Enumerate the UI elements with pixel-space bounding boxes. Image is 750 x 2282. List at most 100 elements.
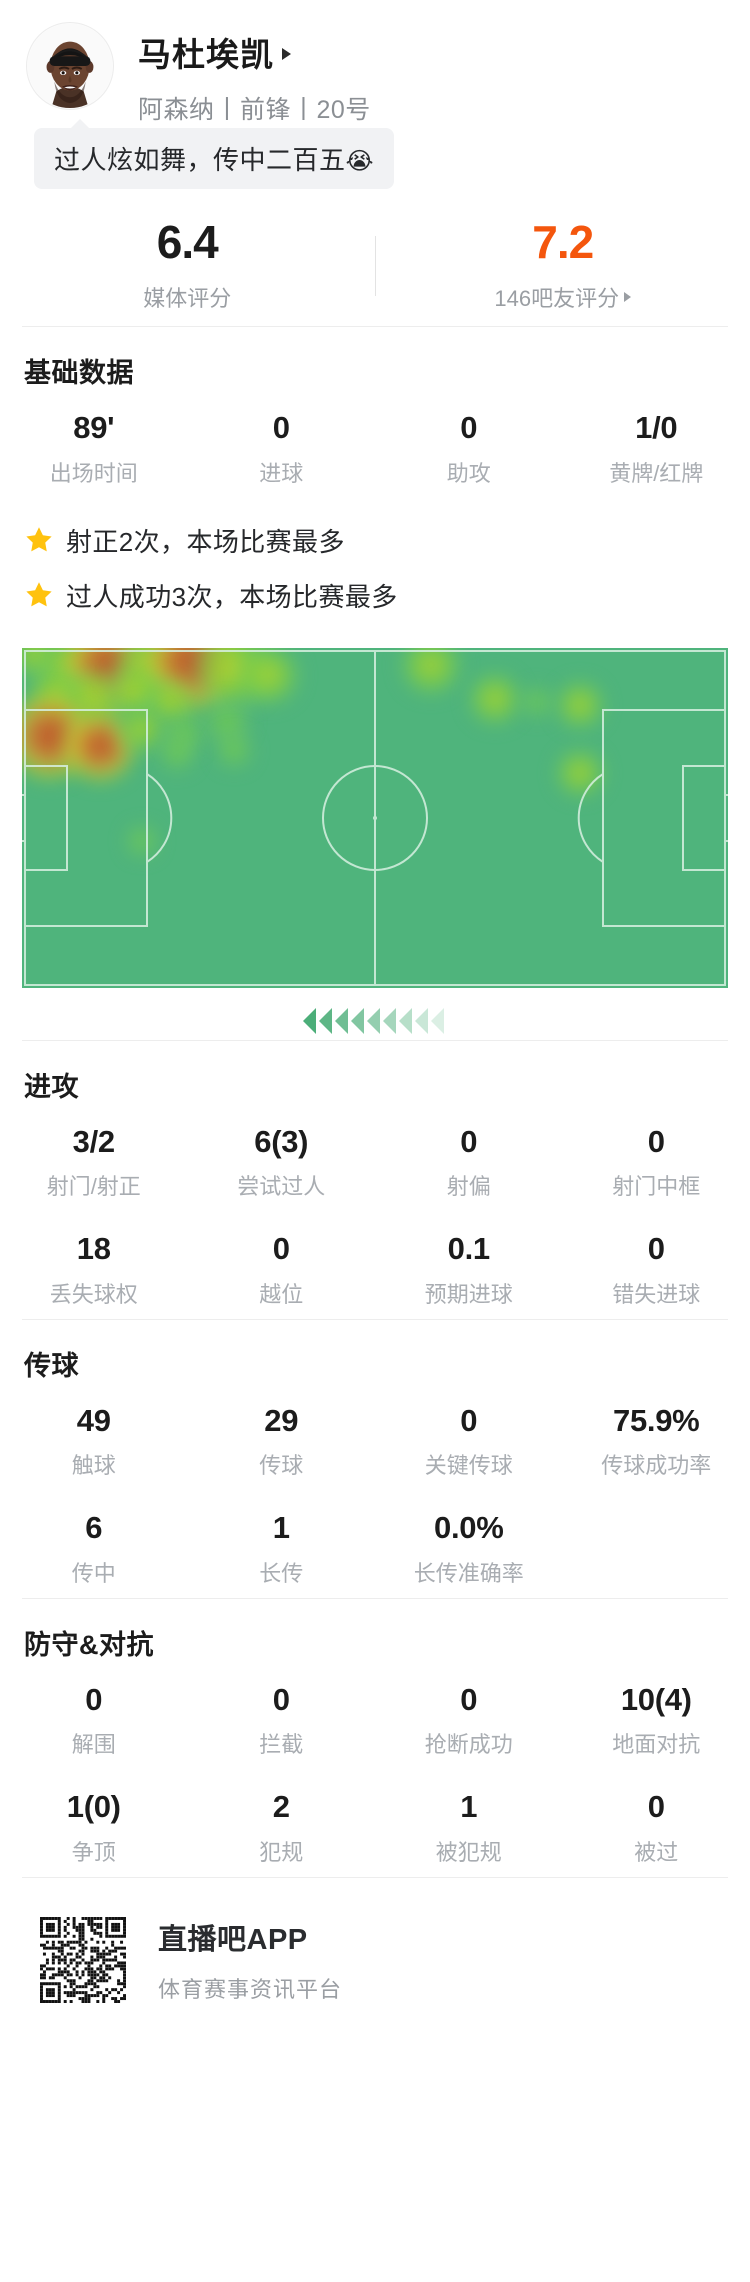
stat-label: 丢失球权 — [49, 1281, 138, 1307]
stat-label: 解围 — [71, 1732, 116, 1758]
fans-rating-value: 7.2 — [532, 216, 594, 268]
stat-label: 抢断成功 — [424, 1732, 513, 1758]
stat-cell: 1 长传 — [188, 1512, 376, 1588]
stat-value: 0 — [460, 1681, 478, 1717]
stat-row-attack-0: 3/2 射门/射正 6(3) 尝试过人 0 射偏 0 射门中框 — [0, 1104, 750, 1212]
heat-blob — [215, 731, 252, 768]
player-identity: 马杜埃凯 阿森纳丨前锋丨20号 — [138, 22, 371, 126]
divider-basic — [22, 326, 728, 327]
stat-cell: 0 射门中框 — [563, 1123, 750, 1202]
stat-label: 越位 — [259, 1281, 304, 1307]
stat-cell: 18 丢失球权 — [0, 1233, 188, 1309]
pitch-lines — [22, 649, 728, 986]
stat-cell: 0 越位 — [188, 1233, 376, 1309]
stat-label: 拦截 — [259, 1732, 304, 1758]
qr-code-icon[interactable] — [40, 1916, 126, 2003]
comment-bubble[interactable]: 过人炫如舞，传中二百五😭 — [34, 119, 395, 189]
chevron-left-icon — [383, 1007, 396, 1034]
player-header: 马杜埃凯 阿森纳丨前锋丨20号 — [0, 0, 750, 124]
stat-label: 黄牌/红牌 — [609, 460, 704, 486]
stat-value: 0 — [272, 1681, 290, 1717]
heat-blob — [401, 647, 462, 695]
stat-value: 1/0 — [635, 410, 678, 445]
stat-value: 6(3) — [254, 1123, 309, 1159]
divider-passing — [22, 1318, 728, 1320]
stat-cell: 0 助攻 — [375, 411, 563, 488]
chevron-left-icon — [415, 1007, 428, 1034]
stat-value: 0 — [647, 1789, 665, 1825]
stat-value: 1 — [272, 1510, 290, 1546]
stat-cell: 49 触球 — [0, 1404, 188, 1481]
chevron-left-icon — [303, 1007, 316, 1034]
highlight-item: 射正2次，本场比赛最多 — [24, 522, 750, 559]
stat-cell: 89' 出场时间 — [0, 411, 188, 488]
heat-blob — [521, 685, 554, 718]
fans-rating-label[interactable]: 146吧友评分 — [494, 281, 632, 313]
stat-value: 0 — [647, 1123, 665, 1159]
chevron-left-icon — [367, 1007, 380, 1034]
star-icon — [26, 582, 52, 607]
stat-cell: 0 抢断成功 — [375, 1681, 563, 1760]
stat-value: 1(0) — [66, 1789, 121, 1825]
divider-footer — [22, 1876, 728, 1878]
player-meta: 阿森纳丨前锋丨20号 — [138, 96, 371, 124]
section-title-basic: 基础数据 — [24, 358, 134, 388]
app-name: 直播吧APP — [158, 1923, 308, 1956]
stat-value: 0.1 — [447, 1231, 491, 1267]
heat-blob — [555, 681, 604, 730]
stat-label: 传中 — [71, 1560, 116, 1586]
media-rating-label-text: 媒体评分 — [143, 286, 232, 311]
chevron-left-icon — [431, 1007, 444, 1034]
stat-label: 被犯规 — [435, 1839, 502, 1865]
chevron-right-icon — [282, 48, 291, 60]
chevron-left-icon — [399, 1007, 412, 1034]
comment-text: 过人炫如舞，传中二百五 — [54, 145, 346, 175]
stat-value: 0 — [272, 410, 290, 445]
stat-value: 6 — [85, 1510, 103, 1546]
stat-row-passing-0: 49 触球 29 传球 0 关键传球 75.9% 传球成功率 — [0, 1383, 750, 1491]
stat-cell: 29 传球 — [188, 1402, 376, 1481]
section-title-defence: 防守&对抗 — [24, 1629, 154, 1660]
fans-rating[interactable]: 7.2 146吧友评分 — [376, 219, 750, 313]
highlight-text: 过人成功3次，本场比赛最多 — [66, 581, 398, 612]
heatmap-pitch[interactable] — [22, 647, 728, 988]
stat-cell: 0 拦截 — [188, 1681, 376, 1760]
stat-cell: 0.1 预期进球 — [375, 1233, 563, 1309]
ratings-divider — [374, 236, 376, 296]
stat-label: 尝试过人 — [237, 1174, 326, 1200]
stat-value: 0 — [85, 1681, 103, 1717]
stat-label: 传球 — [259, 1453, 304, 1479]
player-name-row[interactable]: 马杜埃凯 — [138, 28, 371, 76]
stat-row-passing-1: 6 传中 1 长传 0.0% 长传准确率 — [0, 1490, 750, 1598]
stat-label: 关键传球 — [424, 1453, 513, 1479]
crying-emoji-icon: 😭 — [345, 148, 375, 175]
stat-value: 0 — [460, 1123, 478, 1159]
stat-cell: 1(0) 争顶 — [0, 1791, 188, 1867]
direction-arrows — [22, 988, 728, 1040]
chevron-left-icon — [351, 1007, 364, 1034]
stat-label: 被过 — [634, 1839, 679, 1865]
stat-label: 助攻 — [446, 460, 491, 486]
media-rating-label: 媒体评分 — [143, 281, 231, 313]
stat-value: 2 — [272, 1789, 290, 1825]
player-name: 马杜埃凯 — [138, 36, 274, 73]
stat-row-basic-0: 89' 出场时间 0 进球 0 助攻 1/0 黄牌/红牌 — [0, 390, 750, 498]
heat-blob — [159, 734, 196, 771]
heat-blob — [126, 825, 159, 858]
stat-cell: 10(4) 地面对抗 — [563, 1683, 750, 1760]
stat-cell: 0 解围 — [0, 1681, 188, 1760]
stat-value: 18 — [76, 1231, 111, 1267]
stat-value: 29 — [264, 1402, 299, 1438]
stat-label: 射门中框 — [612, 1174, 701, 1200]
stat-label: 争顶 — [71, 1839, 116, 1865]
stat-label: 长传 — [259, 1560, 304, 1586]
stat-cell: 6(3) 尝试过人 — [188, 1123, 376, 1202]
section-title-attack: 进攻 — [24, 1071, 79, 1102]
highlight-item: 过人成功3次，本场比赛最多 — [24, 577, 750, 614]
heat-blob — [469, 672, 522, 725]
stat-cell: 0 进球 — [188, 410, 376, 488]
stat-label: 射门/射正 — [46, 1174, 141, 1200]
media-rating-value: 6.4 — [156, 216, 219, 268]
stat-cell: 0 关键传球 — [375, 1404, 563, 1481]
avatar[interactable] — [26, 22, 114, 110]
